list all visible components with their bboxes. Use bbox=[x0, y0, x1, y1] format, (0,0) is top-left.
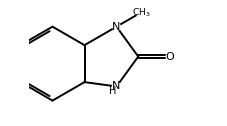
Circle shape bbox=[112, 83, 120, 90]
Circle shape bbox=[112, 23, 120, 30]
Circle shape bbox=[165, 53, 173, 60]
Text: N: N bbox=[112, 22, 120, 32]
Text: CH$_3$: CH$_3$ bbox=[131, 6, 150, 19]
Text: O: O bbox=[165, 52, 173, 62]
Circle shape bbox=[136, 7, 146, 17]
Text: H: H bbox=[108, 86, 116, 96]
Text: N: N bbox=[112, 82, 120, 91]
